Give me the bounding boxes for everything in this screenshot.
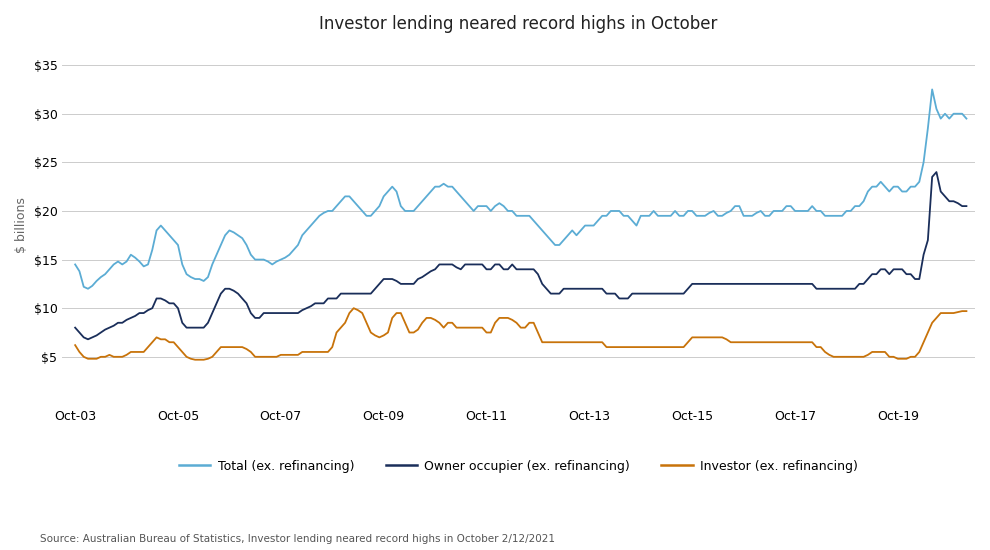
Title: Investor lending neared record highs in October: Investor lending neared record highs in … xyxy=(320,15,718,33)
Total (ex. refinancing) xyxy=(82,285,94,292)
Owner occupier (ex. refinancing) xyxy=(686,280,698,287)
Investor (ex. refinancing) xyxy=(262,354,274,360)
Investor (ex. refinancing) xyxy=(189,356,201,363)
Line: Total (ex. refinancing): Total (ex. refinancing) xyxy=(75,90,966,289)
Owner occupier (ex. refinancing) xyxy=(69,324,81,331)
Investor (ex. refinancing) xyxy=(960,308,972,315)
Investor (ex. refinancing) xyxy=(95,354,107,360)
Investor (ex. refinancing) xyxy=(347,305,359,311)
Investor (ex. refinancing) xyxy=(69,342,81,349)
Line: Owner occupier (ex. refinancing): Owner occupier (ex. refinancing) xyxy=(75,172,966,339)
Total (ex. refinancing) xyxy=(262,258,274,265)
Owner occupier (ex. refinancing) xyxy=(82,336,94,343)
Total (ex. refinancing) xyxy=(686,208,698,214)
Total (ex. refinancing) xyxy=(927,86,939,93)
Owner occupier (ex. refinancing) xyxy=(99,326,111,333)
Total (ex. refinancing) xyxy=(69,261,81,268)
Investor (ex. refinancing) xyxy=(395,310,407,316)
Total (ex. refinancing) xyxy=(798,208,810,214)
Investor (ex. refinancing) xyxy=(802,339,814,345)
Owner occupier (ex. refinancing) xyxy=(391,278,403,284)
Line: Investor (ex. refinancing): Investor (ex. refinancing) xyxy=(75,308,966,360)
Text: Source: Australian Bureau of Statistics, Investor lending neared record highs in: Source: Australian Bureau of Statistics,… xyxy=(40,535,554,544)
Owner occupier (ex. refinancing) xyxy=(931,169,942,175)
Investor (ex. refinancing) xyxy=(691,334,703,340)
Total (ex. refinancing) xyxy=(708,208,720,214)
Total (ex. refinancing) xyxy=(99,271,111,277)
Legend: Total (ex. refinancing), Owner occupier (ex. refinancing), Investor (ex. refinan: Total (ex. refinancing), Owner occupier … xyxy=(174,455,863,478)
Owner occupier (ex. refinancing) xyxy=(960,203,972,210)
Total (ex. refinancing) xyxy=(960,116,972,122)
Investor (ex. refinancing) xyxy=(712,334,724,340)
Owner occupier (ex. refinancing) xyxy=(708,280,720,287)
Y-axis label: $ billions: $ billions xyxy=(15,197,28,254)
Total (ex. refinancing) xyxy=(391,188,403,195)
Owner occupier (ex. refinancing) xyxy=(262,310,274,316)
Owner occupier (ex. refinancing) xyxy=(798,280,810,287)
